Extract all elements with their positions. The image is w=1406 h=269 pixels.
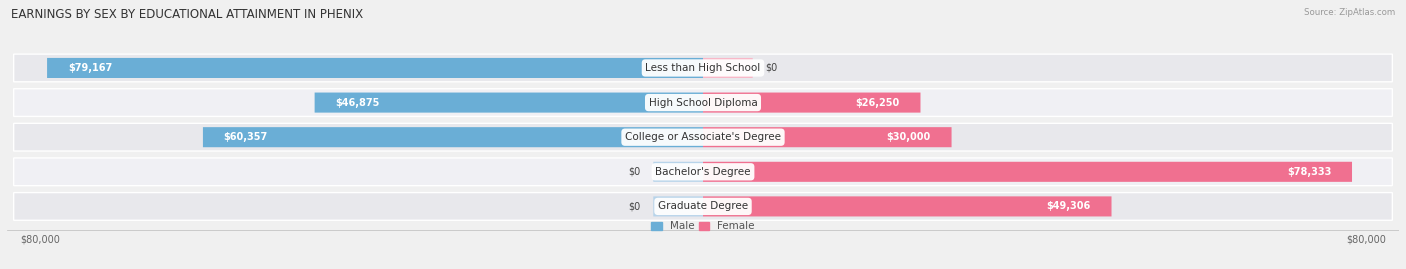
Text: $79,167: $79,167 bbox=[67, 63, 112, 73]
Text: High School Diploma: High School Diploma bbox=[648, 98, 758, 108]
Text: EARNINGS BY SEX BY EDUCATIONAL ATTAINMENT IN PHENIX: EARNINGS BY SEX BY EDUCATIONAL ATTAINMEN… bbox=[11, 8, 363, 21]
Text: College or Associate's Degree: College or Associate's Degree bbox=[626, 132, 780, 142]
Text: $78,333: $78,333 bbox=[1286, 167, 1331, 177]
Text: $60,357: $60,357 bbox=[224, 132, 269, 142]
Text: $0: $0 bbox=[628, 201, 641, 211]
FancyBboxPatch shape bbox=[14, 123, 1392, 151]
Text: Graduate Degree: Graduate Degree bbox=[658, 201, 748, 211]
FancyBboxPatch shape bbox=[703, 162, 1353, 182]
FancyBboxPatch shape bbox=[703, 93, 921, 113]
Text: Bachelor's Degree: Bachelor's Degree bbox=[655, 167, 751, 177]
FancyBboxPatch shape bbox=[14, 89, 1392, 116]
FancyBboxPatch shape bbox=[14, 158, 1392, 186]
FancyBboxPatch shape bbox=[703, 127, 952, 147]
Text: $49,306: $49,306 bbox=[1046, 201, 1091, 211]
Text: $0: $0 bbox=[765, 63, 778, 73]
FancyBboxPatch shape bbox=[654, 162, 703, 182]
Text: $26,250: $26,250 bbox=[855, 98, 900, 108]
Text: $0: $0 bbox=[628, 167, 641, 177]
FancyBboxPatch shape bbox=[315, 93, 703, 113]
Text: $30,000: $30,000 bbox=[887, 132, 931, 142]
FancyBboxPatch shape bbox=[202, 127, 703, 147]
Legend: Male, Female: Male, Female bbox=[647, 217, 759, 236]
FancyBboxPatch shape bbox=[46, 58, 703, 78]
Text: Source: ZipAtlas.com: Source: ZipAtlas.com bbox=[1303, 8, 1395, 17]
Text: $46,875: $46,875 bbox=[336, 98, 380, 108]
Text: Less than High School: Less than High School bbox=[645, 63, 761, 73]
FancyBboxPatch shape bbox=[703, 58, 752, 78]
FancyBboxPatch shape bbox=[703, 196, 1112, 217]
FancyBboxPatch shape bbox=[654, 196, 703, 217]
FancyBboxPatch shape bbox=[14, 193, 1392, 220]
FancyBboxPatch shape bbox=[14, 54, 1392, 82]
